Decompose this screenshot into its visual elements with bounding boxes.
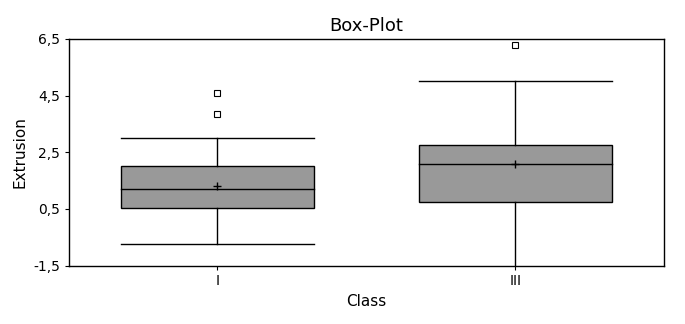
Y-axis label: Extrusion: Extrusion xyxy=(13,116,27,188)
X-axis label: Class: Class xyxy=(347,294,386,308)
Title: Box-Plot: Box-Plot xyxy=(329,17,403,35)
Bar xyxy=(121,167,314,208)
Bar xyxy=(419,145,612,202)
